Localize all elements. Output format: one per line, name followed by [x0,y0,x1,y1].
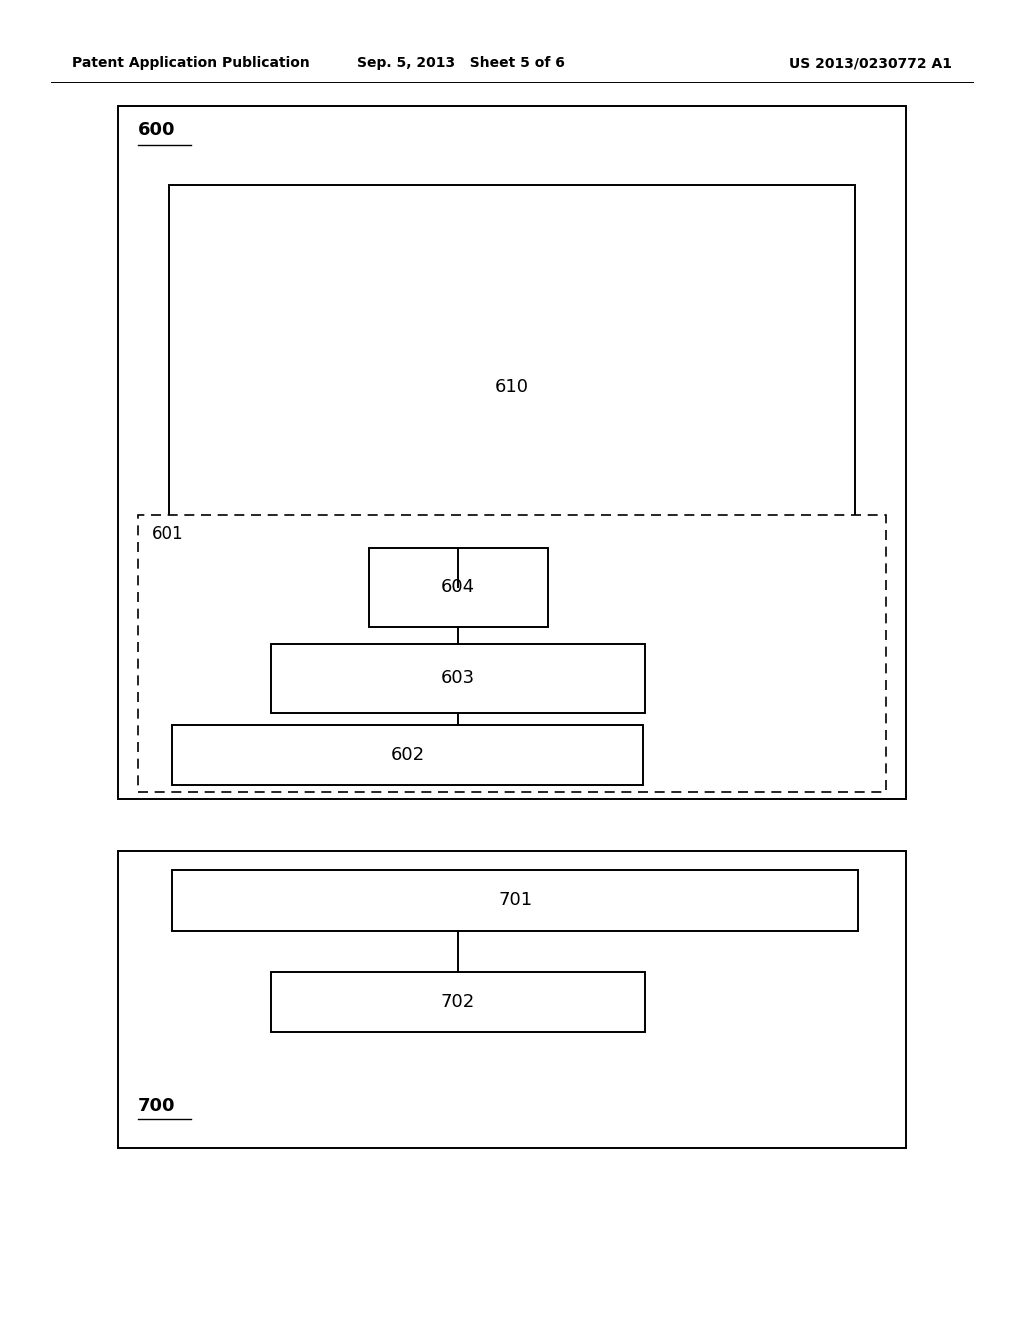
Text: 600: 600 [138,121,176,140]
Bar [118,106,906,799]
Bar [271,644,645,713]
Text: 702: 702 [440,993,475,1011]
Text: 701: 701 [498,891,532,909]
Bar [169,185,855,587]
Text: 601: 601 [152,525,183,544]
Text: 602: 602 [390,746,425,764]
Text: FIG. 5: FIG. 5 [118,124,209,153]
Text: 700: 700 [138,1097,176,1115]
Bar [138,515,886,792]
Text: Patent Application Publication: Patent Application Publication [72,57,309,70]
Bar [271,972,645,1032]
Bar [369,548,548,627]
Text: 610: 610 [495,378,529,396]
Text: 604: 604 [440,578,475,597]
Bar [118,851,906,1148]
Text: Sep. 5, 2013   Sheet 5 of 6: Sep. 5, 2013 Sheet 5 of 6 [356,57,565,70]
Text: US 2013/0230772 A1: US 2013/0230772 A1 [790,57,952,70]
Bar [172,725,643,785]
Bar [172,870,858,931]
Text: 603: 603 [440,669,475,688]
